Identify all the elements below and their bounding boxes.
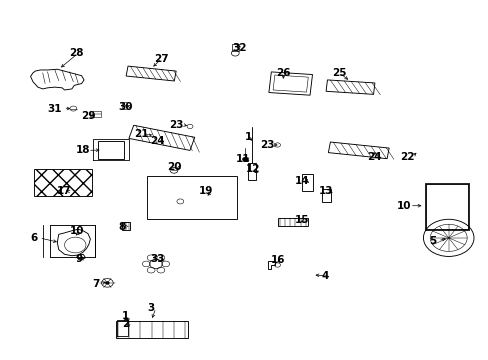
Text: 2: 2 xyxy=(122,319,129,329)
Text: 17: 17 xyxy=(56,186,71,197)
Text: 19: 19 xyxy=(198,186,212,197)
Text: 9: 9 xyxy=(76,254,82,264)
Bar xyxy=(272,75,307,92)
Text: 12: 12 xyxy=(245,164,260,174)
Bar xyxy=(147,176,237,219)
Text: 29: 29 xyxy=(81,111,95,121)
Circle shape xyxy=(105,282,109,284)
Text: 21: 21 xyxy=(134,129,148,139)
Text: 4: 4 xyxy=(321,271,328,282)
Text: 23: 23 xyxy=(169,120,183,130)
Text: 32: 32 xyxy=(232,43,246,53)
Text: 6: 6 xyxy=(31,233,38,243)
Text: 28: 28 xyxy=(69,48,84,58)
Text: 5: 5 xyxy=(428,236,436,246)
Bar xyxy=(122,106,126,109)
Bar xyxy=(277,217,307,226)
Text: 14: 14 xyxy=(294,176,308,186)
Polygon shape xyxy=(78,254,85,259)
Bar xyxy=(231,44,238,51)
Text: 10: 10 xyxy=(69,226,84,236)
Bar xyxy=(126,66,176,81)
Polygon shape xyxy=(267,261,274,269)
Bar xyxy=(248,163,256,180)
Text: 1: 1 xyxy=(244,132,251,142)
Text: 24: 24 xyxy=(367,152,381,162)
Text: 26: 26 xyxy=(276,68,290,78)
Text: 10: 10 xyxy=(396,201,410,211)
Text: 16: 16 xyxy=(270,255,284,265)
Text: 23: 23 xyxy=(260,140,275,150)
Bar xyxy=(116,321,187,338)
Bar xyxy=(90,111,101,117)
Bar xyxy=(34,169,92,196)
Text: 1: 1 xyxy=(122,311,129,321)
Text: 33: 33 xyxy=(150,254,165,264)
Text: 18: 18 xyxy=(76,145,90,156)
Text: 22: 22 xyxy=(399,152,414,162)
Bar xyxy=(325,80,374,94)
Bar xyxy=(129,125,194,150)
Text: 11: 11 xyxy=(236,154,250,164)
Bar xyxy=(122,222,129,230)
Text: 15: 15 xyxy=(294,215,308,225)
Bar xyxy=(268,72,312,95)
Text: 25: 25 xyxy=(331,68,346,78)
Text: 8: 8 xyxy=(118,222,125,232)
Text: 24: 24 xyxy=(149,136,164,146)
Bar xyxy=(328,142,388,159)
Polygon shape xyxy=(57,229,90,256)
Text: 31: 31 xyxy=(47,104,62,113)
Polygon shape xyxy=(30,69,84,90)
Text: 13: 13 xyxy=(318,186,333,197)
Text: 27: 27 xyxy=(154,54,169,64)
Text: 30: 30 xyxy=(118,103,132,112)
Bar xyxy=(301,174,312,192)
Bar xyxy=(98,141,124,158)
Bar xyxy=(122,102,126,105)
Text: 20: 20 xyxy=(166,162,181,172)
Text: 3: 3 xyxy=(147,303,155,313)
Bar xyxy=(322,189,330,202)
Text: 7: 7 xyxy=(92,279,100,289)
Circle shape xyxy=(242,157,248,161)
